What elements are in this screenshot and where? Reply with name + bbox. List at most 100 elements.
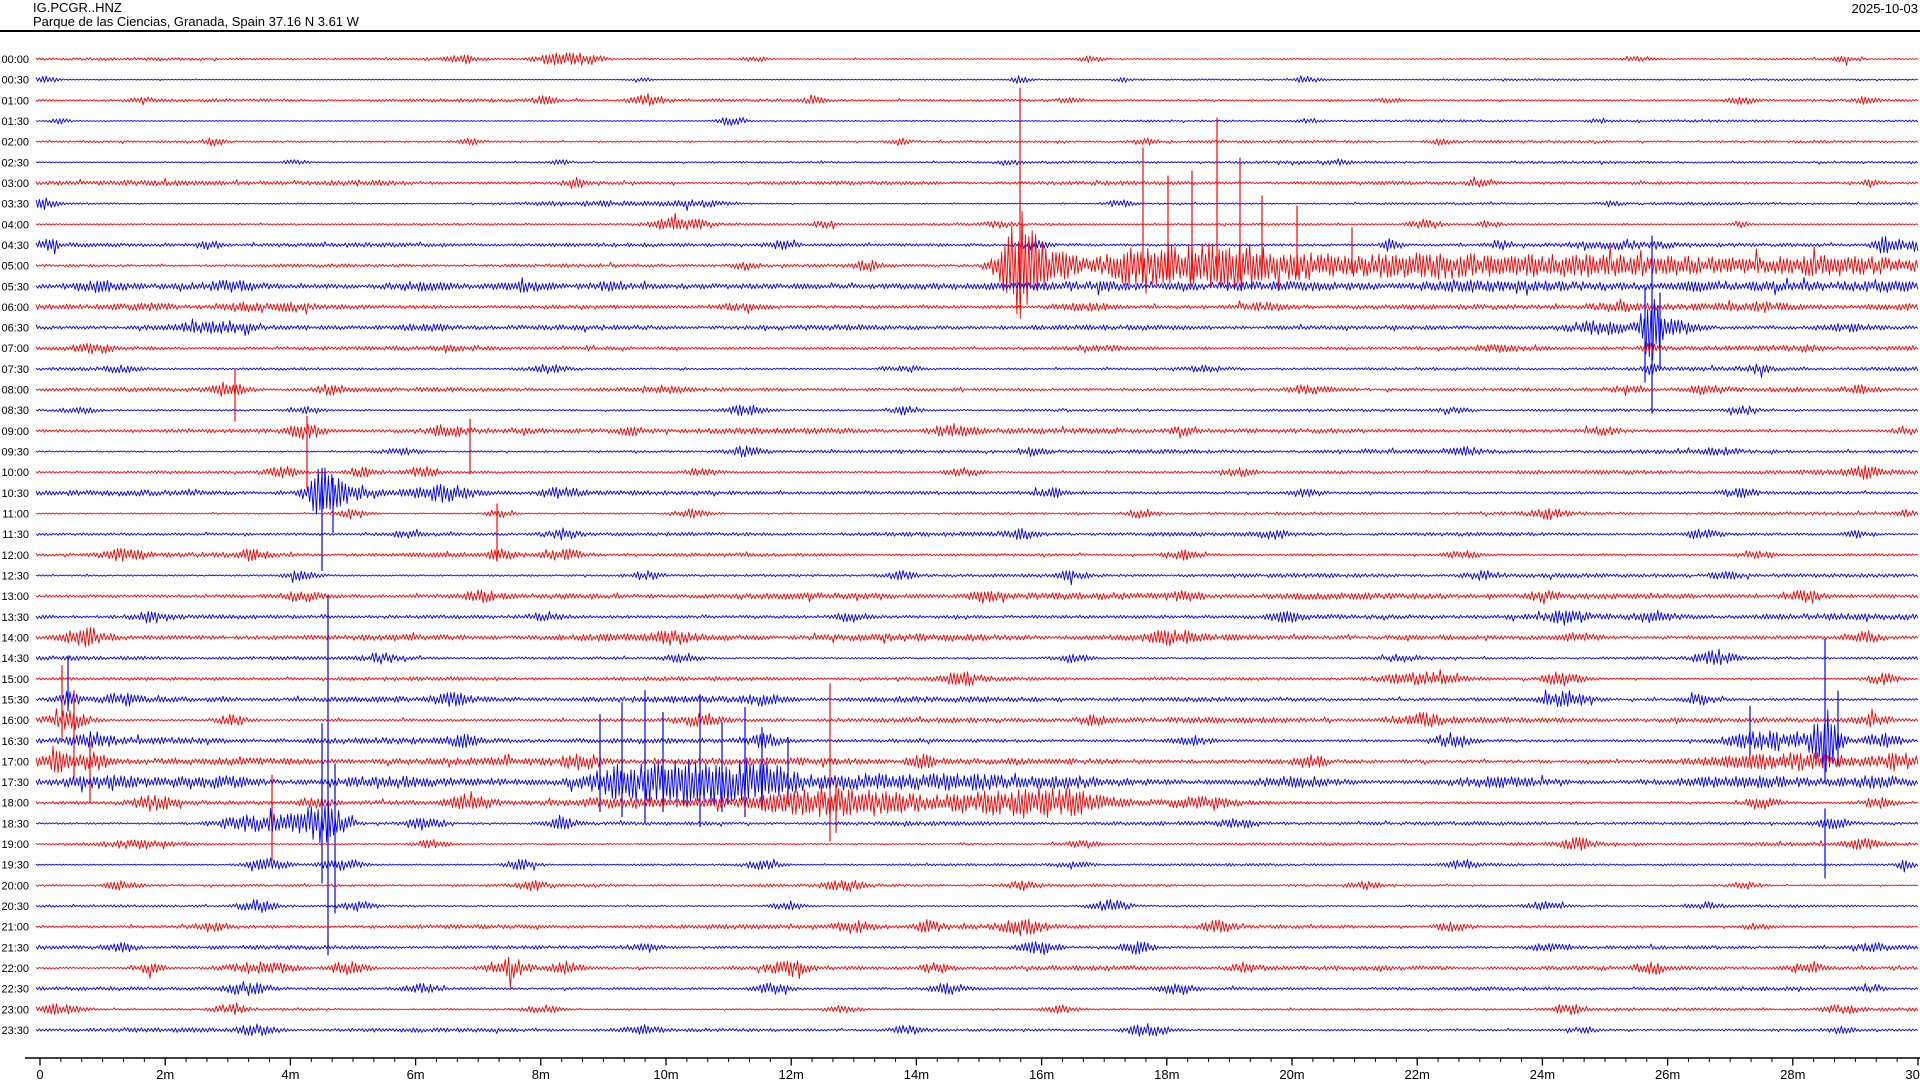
seismic-trace [35, 745, 1919, 774]
trace-row-20:00: 20:00 [1, 879, 1919, 892]
seismic-trace [35, 158, 1919, 167]
row-time-label: 22:30 [1, 984, 29, 996]
trace-row-21:30: 21:30 [1, 941, 1919, 956]
trace-row-14:30: 14:30 [1, 648, 1919, 666]
seismic-trace [35, 1023, 1919, 1037]
trace-row-02:30: 02:30 [1, 157, 1919, 169]
row-time-label: 05:00 [1, 261, 29, 273]
row-time-label: 17:00 [1, 756, 29, 768]
trace-row-02:00: 02:00 [1, 137, 1919, 149]
trace-row-00:00: 00:00 [1, 52, 1919, 66]
trace-row-01:00: 01:00 [1, 93, 1919, 107]
seismic-trace [35, 276, 1919, 296]
row-time-label: 04:00 [1, 219, 29, 231]
header-separator [0, 30, 1920, 32]
row-time-label: 06:00 [1, 302, 29, 314]
trace-row-13:30: 13:30 [1, 609, 1919, 626]
row-time-label: 04:30 [1, 240, 29, 252]
seismic-trace [35, 609, 1919, 626]
x-axis-tick-label: 4m [281, 1067, 299, 1080]
seismic-trace [35, 784, 1919, 819]
row-time-label: 16:30 [1, 736, 29, 748]
x-axis-tick-label: 24m [1530, 1067, 1555, 1080]
seismic-trace [35, 708, 1919, 731]
row-time-label: 09:00 [1, 426, 29, 438]
x-axis-tick-label: 2m [156, 1067, 174, 1080]
row-time-label: 07:00 [1, 343, 29, 355]
seismic-trace [35, 52, 1919, 66]
x-axis-tick-label: 12m [779, 1067, 804, 1080]
trace-row-13:00: 13:00 [1, 589, 1919, 605]
row-time-label: 02:00 [1, 137, 29, 149]
trace-row-17:30: 17:30 [1, 690, 1919, 828]
seismic-trace [35, 363, 1919, 378]
row-time-label: 03:00 [1, 178, 29, 190]
trace-row-16:30: 16:30 [1, 638, 1919, 783]
seismic-trace [35, 879, 1919, 892]
trace-row-15:00: 15:00 [1, 669, 1919, 687]
row-time-label: 21:30 [1, 942, 29, 954]
trace-row-05:00: 05:00 [1, 87, 1919, 319]
row-time-label: 14:30 [1, 653, 29, 665]
trace-row-11:30: 11:30 [2, 527, 1919, 541]
row-time-label: 13:30 [1, 612, 29, 624]
x-axis-tick-label: 16m [1029, 1067, 1054, 1080]
row-time-label: 10:30 [1, 488, 29, 500]
trace-row-20:30: 20:30 [1, 898, 1919, 914]
seismic-trace [35, 75, 1919, 84]
seismic-trace [35, 197, 1919, 211]
trace-row-12:00: 12:00 [1, 547, 1919, 562]
x-axis-tick-label: 14m [904, 1067, 929, 1080]
row-time-label: 15:00 [1, 674, 29, 686]
trace-row-07:30: 07:30 [1, 363, 1919, 378]
station-location: Parque de las Ciencias, Granada, Spain 3… [33, 14, 359, 29]
row-time-label: 19:00 [1, 839, 29, 851]
trace-row-03:30: 03:30 [1, 197, 1919, 211]
seismic-trace [35, 445, 1919, 458]
row-time-label: 08:30 [1, 405, 29, 417]
row-time-label: 21:00 [1, 922, 29, 934]
trace-row-18:00: 18:00 [1, 774, 1919, 861]
x-axis-tick-label: 0 [36, 1067, 43, 1080]
trace-row-16:00: 16:00 [1, 665, 1919, 779]
trace-row-08:00: 08:00 [1, 369, 1919, 422]
trace-row-07:00: 07:00 [1, 342, 1919, 355]
station-code: IG.PCGR..HNZ [33, 0, 122, 15]
trace-row-15:30: 15:30 [1, 655, 1919, 712]
trace-row-18:30: 18:30 [1, 595, 1919, 956]
x-axis-tick-label: 6m [407, 1067, 425, 1080]
trace-row-22:00: 22:00 [1, 956, 1919, 989]
seismic-trace [35, 669, 1919, 687]
row-time-label: 09:30 [1, 447, 29, 459]
seismic-trace [35, 941, 1919, 956]
row-time-label: 18:30 [1, 818, 29, 830]
row-time-label: 06:30 [1, 323, 29, 335]
seismic-trace [35, 404, 1919, 416]
x-axis-tick-label: 28m [1780, 1067, 1805, 1080]
trace-row-19:00: 19:00 [1, 836, 1919, 851]
seismic-trace [35, 342, 1919, 355]
row-time-label: 08:00 [1, 385, 29, 397]
trace-row-06:30: 06:30 [1, 235, 1919, 414]
seismic-trace [35, 117, 1919, 126]
trace-row-21:00: 21:00 [1, 918, 1919, 937]
seismic-trace [35, 759, 1919, 806]
seismic-trace [35, 423, 1919, 440]
seismic-trace [35, 236, 1919, 255]
trace-row-12:30: 12:30 [1, 569, 1919, 586]
row-time-label: 20:30 [1, 901, 29, 913]
seismic-trace [35, 689, 1919, 708]
trace-row-09:00: 09:00 [1, 415, 1919, 489]
seismic-trace [35, 93, 1919, 107]
row-time-label: 13:00 [1, 591, 29, 603]
row-time-label: 23:30 [1, 1025, 29, 1037]
seismic-trace [35, 857, 1919, 873]
seismic-trace [35, 547, 1919, 562]
x-axis-tick-label: 30m [1905, 1067, 1920, 1080]
x-axis: 0 2m 4m 6m 8m 10m 12m 14m 16m 18m 20m 22m 24m 26m 28m 3… [25, 1057, 1920, 1080]
plot-header: IG.PCGR..HNZ Parque de las Ciencias, Gra… [33, 1, 359, 29]
row-time-label: 00:30 [1, 75, 29, 87]
x-axis-tick-label: 22m [1405, 1067, 1430, 1080]
trace-row-19:30: 19:30 [1, 857, 1919, 873]
